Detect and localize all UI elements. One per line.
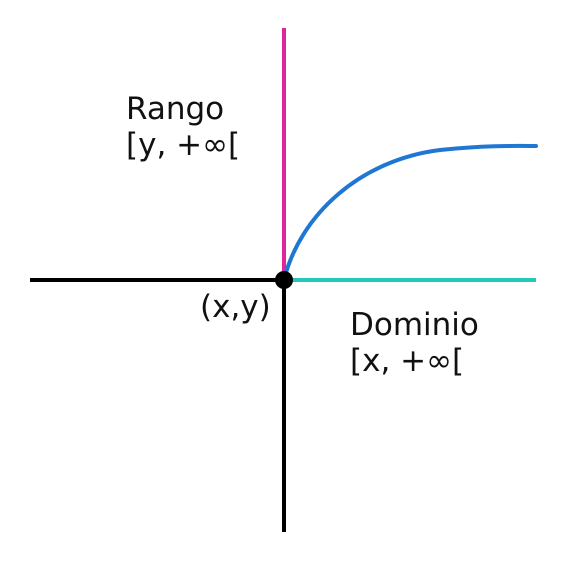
domain-title: Dominio	[350, 307, 479, 343]
start-point	[275, 271, 293, 289]
point-label: (x,y)	[200, 289, 271, 325]
range-interval: [y, +∞[	[126, 127, 241, 163]
domain-interval: [x, +∞[	[350, 343, 465, 379]
range-title: Rango	[126, 91, 225, 127]
function-curve	[282, 143, 538, 282]
